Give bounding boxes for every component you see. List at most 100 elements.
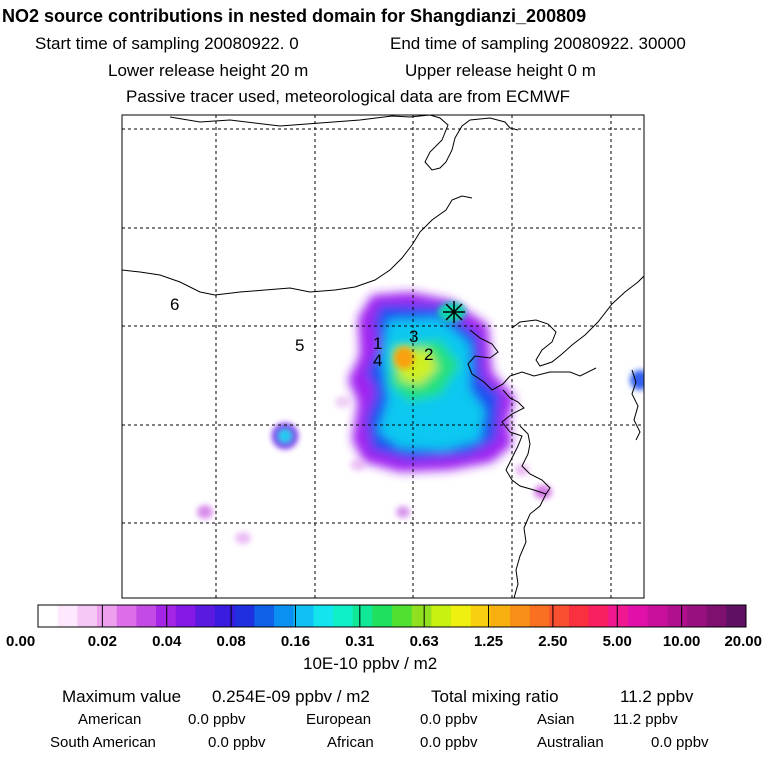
plume-faint-6: [350, 459, 366, 471]
colorbar-tick-label: 0.31: [345, 633, 374, 650]
marker-5: 5: [295, 336, 304, 355]
colorbar-cell: [352, 605, 373, 627]
northern-border: [169, 115, 519, 171]
total-mixing-value: 11.2 ppbv: [620, 687, 694, 706]
plume-faint-5: [515, 464, 529, 476]
marker-2: 2: [424, 345, 433, 364]
region-south-american-value: 0.0 ppbv: [208, 734, 266, 751]
colorbar-cell: [451, 605, 472, 627]
end-time-text: End time of sampling 20080922. 30000: [390, 34, 686, 53]
plume-faint-7: [335, 396, 351, 408]
colorbar-cell: [726, 605, 747, 627]
max-value-label: Maximum value: [62, 687, 182, 706]
total-mixing-label: Total mixing ratio: [431, 687, 559, 706]
region-australian-name: Australian: [537, 734, 604, 751]
colorbar-cell: [274, 605, 295, 627]
colorbar-cell: [116, 605, 137, 627]
colorbar-cell: [470, 605, 491, 627]
plume-faint-3: [235, 532, 251, 544]
upper-release-text: Upper release height 0 m: [405, 61, 596, 80]
region-african-value: 0.0 ppbv: [420, 734, 478, 751]
colorbar-tick-label: 20.00: [724, 633, 762, 650]
coast-jiangsu: [513, 493, 547, 598]
colorbar-tick-label: 0.04: [152, 633, 182, 650]
colorbar-tick-label: 0.16: [281, 633, 310, 650]
chart-title: NO2 source contributions in nested domai…: [2, 6, 587, 26]
colorbar-cell: [628, 605, 649, 627]
max-value: 0.254E-09 ppbv / m2: [212, 687, 370, 706]
colorbar-tick-label: 1.25: [474, 633, 503, 650]
map-frame: [121, 114, 645, 599]
colorbar-cell: [647, 605, 668, 627]
region-african-name: African: [327, 734, 374, 751]
mongolia-border: [122, 195, 473, 296]
colorbar-cell: [667, 605, 688, 627]
colorbar-cell: [195, 605, 216, 627]
colorbar-cell: [293, 605, 314, 627]
coast-shandong: [501, 389, 551, 495]
colorbar-cell: [706, 605, 727, 627]
start-time-text: Start time of sampling 20080922. 0: [35, 34, 299, 53]
colorbar-cell: [608, 605, 629, 627]
colorbar-cell: [175, 605, 196, 627]
colorbar-cell: [254, 605, 275, 627]
region-american-name: American: [78, 711, 142, 728]
marker-4: 4: [373, 351, 382, 370]
colorbar-cell: [372, 605, 393, 627]
plume-faint-2: [396, 506, 410, 518]
colorbar-cell: [313, 605, 334, 627]
colorbar-cell: [588, 605, 609, 627]
coast-liaodong: [511, 275, 644, 367]
colorbar-ticks: 0.00 0.02 0.04 0.08 0.16 0.31 0.63 1.25 2.50 5.00…: [6, 605, 762, 650]
map-boundaries: [122, 115, 644, 598]
colorbar-unit-label: 10E-10 ppbv / m2: [303, 654, 438, 673]
colorbar-tick-label: 0.02: [88, 633, 117, 650]
colorbar-cell: [333, 605, 354, 627]
colorbar-cell: [411, 605, 432, 627]
colorbar-cell: [392, 605, 413, 627]
colorbar-tick-label: 10.00: [663, 633, 701, 650]
lower-release-text: Lower release height 20 m: [108, 61, 309, 80]
korea-coast: [631, 369, 641, 441]
colorbar-frame: [37, 604, 747, 628]
colorbar-cell: [234, 605, 255, 627]
colorbar-tick-label: 5.00: [603, 633, 632, 650]
tracer-info-text: Passive tracer used, meteorological data…: [126, 87, 571, 106]
colorbar-cell: [549, 605, 570, 627]
marker-3: 3: [409, 327, 418, 346]
colorbar-cell: [431, 605, 452, 627]
colorbar-tick-label: 0.00: [6, 633, 35, 650]
colorbar-tick-label: 0.08: [216, 633, 245, 650]
colorbar: [37, 604, 747, 628]
colorbar-cell: [510, 605, 531, 627]
colorbar-tick-label: 2.50: [538, 633, 567, 650]
colorbar-cell: [490, 605, 511, 627]
plume-faint-1: [197, 505, 213, 519]
region-asian-name: Asian: [537, 711, 575, 728]
grid-lines: [122, 115, 644, 598]
region-asian-value: 11.2 ppbv: [613, 711, 678, 728]
colorbar-cell: [156, 605, 177, 627]
plume-west-spot-core: [278, 429, 292, 443]
marker-6: 6: [170, 295, 179, 314]
region-american-value: 0.0 ppbv: [188, 711, 246, 728]
colorbar-cell: [136, 605, 157, 627]
coast-bohai: [467, 329, 597, 391]
colorbar-cell: [687, 605, 708, 627]
colorbar-cell: [77, 605, 98, 627]
colorbar-tick-label: 0.63: [410, 633, 439, 650]
colorbar-cell: [38, 605, 59, 627]
plume-faint-4: [534, 485, 552, 499]
colorbar-cell: [569, 605, 590, 627]
plume-field: [197, 292, 644, 544]
region-european-value: 0.0 ppbv: [420, 711, 478, 728]
region-australian-value: 0.0 ppbv: [651, 734, 709, 751]
plume-core: [394, 347, 414, 369]
station-marker: [443, 301, 465, 323]
colorbar-cell: [57, 605, 78, 627]
colorbar-cell: [97, 605, 118, 627]
marker-1: 1: [373, 334, 382, 353]
colorbar-cell: [215, 605, 236, 627]
colorbar-cell: [529, 605, 550, 627]
